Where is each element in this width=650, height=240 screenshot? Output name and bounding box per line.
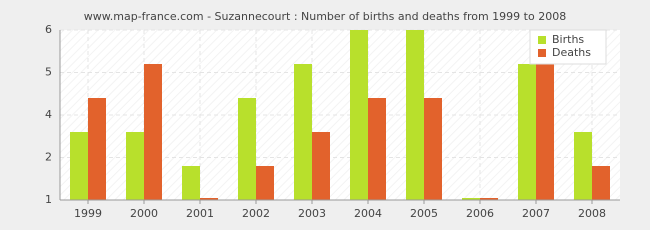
y-tick-label: 4 bbox=[45, 108, 52, 121]
legend-swatch bbox=[538, 36, 546, 44]
chart-title: www.map-france.com - Suzannecourt : Numb… bbox=[84, 10, 566, 23]
bar bbox=[536, 64, 554, 200]
x-tick-label: 2000 bbox=[130, 207, 158, 220]
bar bbox=[70, 132, 88, 200]
bar bbox=[350, 30, 368, 200]
legend-label: Deaths bbox=[552, 46, 591, 59]
x-tick-label: 2001 bbox=[186, 207, 214, 220]
bar bbox=[200, 198, 218, 200]
legend-label: Births bbox=[552, 33, 584, 46]
legend-box bbox=[529, 29, 607, 65]
x-tick-label: 2003 bbox=[298, 207, 326, 220]
bar bbox=[294, 64, 312, 200]
bar bbox=[574, 132, 592, 200]
bar bbox=[182, 166, 200, 200]
x-tick-label: 2005 bbox=[410, 207, 438, 220]
x-tick-label: 2006 bbox=[466, 207, 494, 220]
y-tick-label: 2 bbox=[45, 151, 52, 164]
bar bbox=[312, 132, 330, 200]
bar bbox=[88, 98, 106, 200]
x-tick-label: 2008 bbox=[578, 207, 606, 220]
x-tick-label: 2007 bbox=[522, 207, 550, 220]
chart: www.map-france.com - Suzannecourt : Numb… bbox=[0, 0, 650, 230]
bar bbox=[518, 64, 536, 200]
y-tick-label: 6 bbox=[45, 23, 52, 36]
x-tick-label: 1999 bbox=[74, 207, 102, 220]
bar bbox=[368, 98, 386, 200]
y-tick-label: 5 bbox=[45, 66, 52, 79]
bar bbox=[480, 198, 498, 200]
x-tick-label: 2002 bbox=[242, 207, 270, 220]
bar bbox=[462, 198, 480, 200]
bar bbox=[424, 98, 442, 200]
y-tick-label: 1 bbox=[45, 193, 52, 206]
bar bbox=[592, 166, 610, 200]
legend-swatch bbox=[538, 49, 546, 57]
bar bbox=[406, 30, 424, 200]
x-tick-label: 2004 bbox=[354, 207, 382, 220]
bar bbox=[238, 98, 256, 200]
bar bbox=[126, 132, 144, 200]
bar bbox=[256, 166, 274, 200]
bar bbox=[144, 64, 162, 200]
